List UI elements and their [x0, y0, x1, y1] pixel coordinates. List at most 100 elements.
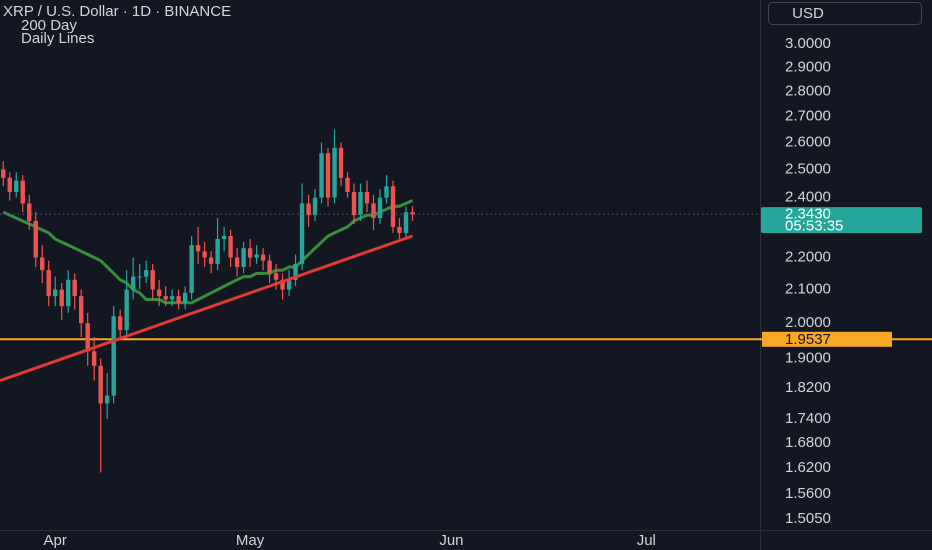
- y-tick-label: 2.1000: [785, 281, 831, 298]
- candle-body: [27, 203, 32, 221]
- candle-body: [59, 289, 64, 307]
- candle-body: [72, 279, 77, 297]
- candle-body: [319, 153, 324, 198]
- candle-body: [182, 292, 188, 303]
- candle-body: [163, 296, 168, 300]
- candle-body: [234, 257, 240, 267]
- plot: [0, 129, 932, 473]
- candle-body: [143, 270, 149, 277]
- candle-body: [33, 220, 38, 258]
- candle-body: [345, 177, 350, 192]
- indicator-label: Daily Lines: [21, 30, 94, 47]
- candle-body: [267, 260, 272, 274]
- candle-body: [384, 186, 389, 198]
- candle-body: [46, 270, 51, 297]
- candle-body: [377, 197, 383, 219]
- candle-body: [98, 365, 103, 404]
- x-tick-label: May: [236, 532, 265, 549]
- candle-body: [91, 351, 97, 366]
- y-tick-label: 2.0000: [785, 314, 831, 331]
- candle-body: [53, 289, 58, 297]
- candle-body: [14, 180, 19, 192]
- candle-body: [364, 191, 370, 204]
- indicator-line: [0, 234, 413, 383]
- candle-body: [306, 203, 311, 216]
- candle-body: [40, 257, 45, 271]
- candle-body: [104, 395, 110, 404]
- candle-body: [390, 186, 396, 227]
- candle-body: [215, 239, 220, 264]
- x-tick-label: Jul: [637, 532, 656, 549]
- candle-body: [241, 248, 246, 267]
- y-tick-label: 1.8200: [785, 379, 831, 396]
- y-tick-label: 1.5600: [785, 485, 831, 502]
- candle-body: [403, 212, 409, 233]
- currency-button[interactable]: [768, 2, 922, 25]
- candle-body: [254, 254, 259, 258]
- candle-body: [156, 289, 162, 297]
- y-tick-label: 2.2000: [785, 249, 831, 266]
- candle-body: [228, 235, 233, 258]
- candle-body: [280, 279, 285, 290]
- candle-body: [7, 177, 12, 192]
- candle-body: [117, 316, 123, 331]
- candle-body: [1, 169, 6, 178]
- y-tick-label: 2.7000: [785, 108, 831, 125]
- y-tick-label: 1.5050: [785, 510, 831, 527]
- candle-body: [260, 254, 266, 261]
- candle-body: [332, 147, 337, 198]
- candle-body: [247, 248, 253, 258]
- y-tick-label: 2.5000: [785, 160, 831, 177]
- candle-body: [176, 296, 181, 303]
- candle-body: [85, 323, 90, 352]
- candle-body: [325, 153, 331, 198]
- candle-body: [410, 212, 415, 215]
- candle-body: [293, 263, 298, 280]
- candle-body: [397, 226, 402, 233]
- candle-body: [371, 203, 376, 219]
- chart-title: XRP / U.S. Dollar · 1D · BINANCE: [3, 3, 231, 20]
- candle-body: [358, 191, 363, 216]
- last-price-box: [761, 207, 922, 234]
- candle-body: [221, 235, 227, 240]
- x-tick-label: Apr: [44, 532, 67, 549]
- candle-body: [150, 270, 155, 290]
- candle-body: [202, 251, 207, 258]
- y-tick-label: 1.9000: [785, 349, 831, 366]
- countdown: 05:53:35: [785, 218, 843, 235]
- y-tick-label: 2.4000: [785, 189, 831, 206]
- candle-body: [286, 279, 292, 290]
- y-tick-label: 2.6000: [785, 133, 831, 150]
- x-tick-label: Jun: [439, 532, 463, 549]
- candle-body: [130, 276, 136, 290]
- y-tick-label: 2.8000: [785, 82, 831, 99]
- y-tick-label: 3.0000: [785, 35, 831, 52]
- currency[interactable]: USD: [792, 5, 824, 22]
- candle-body: [299, 203, 305, 264]
- y-tick-label: 2.9000: [785, 58, 831, 75]
- indicator-label: 200 Day: [21, 17, 77, 34]
- candle-body: [78, 296, 84, 324]
- candle-body: [124, 289, 129, 331]
- candle-body: [66, 279, 71, 307]
- candle-body: [195, 245, 201, 252]
- last-price-label: 2.3430: [785, 206, 831, 223]
- y-tick-label: 1.6200: [785, 459, 831, 476]
- candle-body: [189, 245, 194, 293]
- candle-body: [208, 257, 214, 264]
- indicator-line: [2, 199, 414, 305]
- candle-body: [169, 296, 175, 300]
- level-label-box: [762, 331, 892, 347]
- y-tick-label: 1.6800: [785, 434, 831, 451]
- candle-body: [351, 191, 357, 216]
- level-label: 1.9537: [785, 331, 831, 348]
- candle-body: [273, 273, 279, 280]
- candle-body: [137, 276, 142, 278]
- candle-body: [20, 180, 25, 204]
- y-tick-label: 1.7400: [785, 410, 831, 427]
- candle-body: [338, 147, 344, 178]
- candle-body: [312, 197, 318, 216]
